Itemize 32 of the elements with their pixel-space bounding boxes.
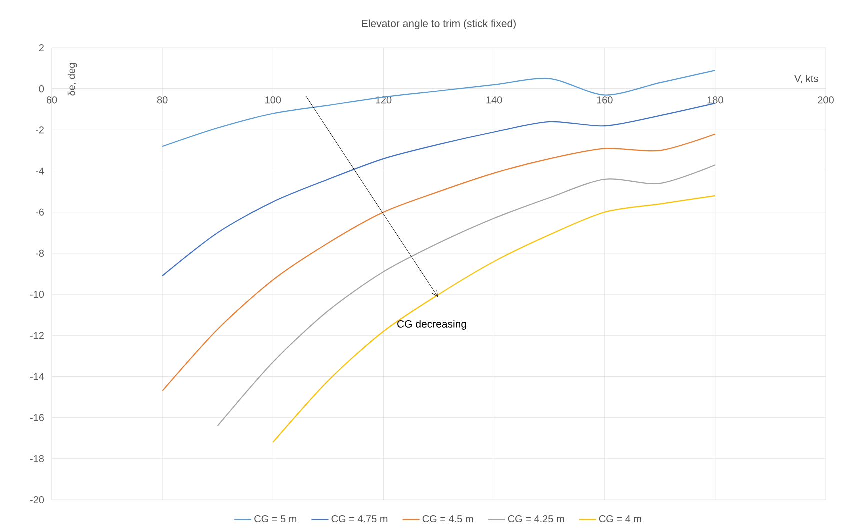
y-tick-label: -8	[36, 250, 44, 257]
legend-label: CG = 4.5 m	[422, 515, 474, 523]
line-series	[217, 164, 716, 427]
x-tick-label: 80	[157, 96, 168, 104]
x-tick-label: 140	[486, 96, 502, 104]
x-tick-label: 200	[818, 96, 834, 104]
x-tick-label: 100	[266, 96, 282, 104]
legend-label: CG = 4.75 m	[332, 515, 388, 523]
line-series	[272, 195, 716, 444]
x-tick-label: 180	[708, 96, 724, 104]
x-tick-label: 60	[46, 96, 58, 104]
y-tick-label: -6	[36, 208, 44, 216]
y-tick-label: -20	[30, 496, 44, 504]
legend-label: CG = 4.25 m	[508, 515, 564, 523]
y-tick-label: -4	[36, 168, 44, 175]
chart-title: Elevator angle to trim (stick fixed)	[362, 20, 516, 30]
y-tick-label: -2	[36, 126, 44, 134]
x-tick-label: 160	[597, 96, 613, 104]
y-tick-label: -10	[30, 291, 44, 298]
line-series	[162, 102, 716, 277]
legend-label: CG = 4 m	[599, 515, 642, 523]
y-tick-label: -16	[30, 414, 44, 422]
y-axis-title: δe, deg	[68, 63, 78, 96]
x-axis-title: V, kts	[794, 74, 818, 84]
y-tick-label: 2	[39, 44, 44, 52]
line-series	[162, 134, 716, 392]
annotation: CG decreasing	[398, 320, 466, 330]
y-tick-label: -18	[30, 455, 44, 462]
y-tick-label: -12	[30, 332, 44, 340]
legend-label: CG = 5 m	[254, 515, 297, 523]
y-tick-label: -14	[30, 373, 44, 380]
y-tick-label: 0	[39, 86, 44, 93]
